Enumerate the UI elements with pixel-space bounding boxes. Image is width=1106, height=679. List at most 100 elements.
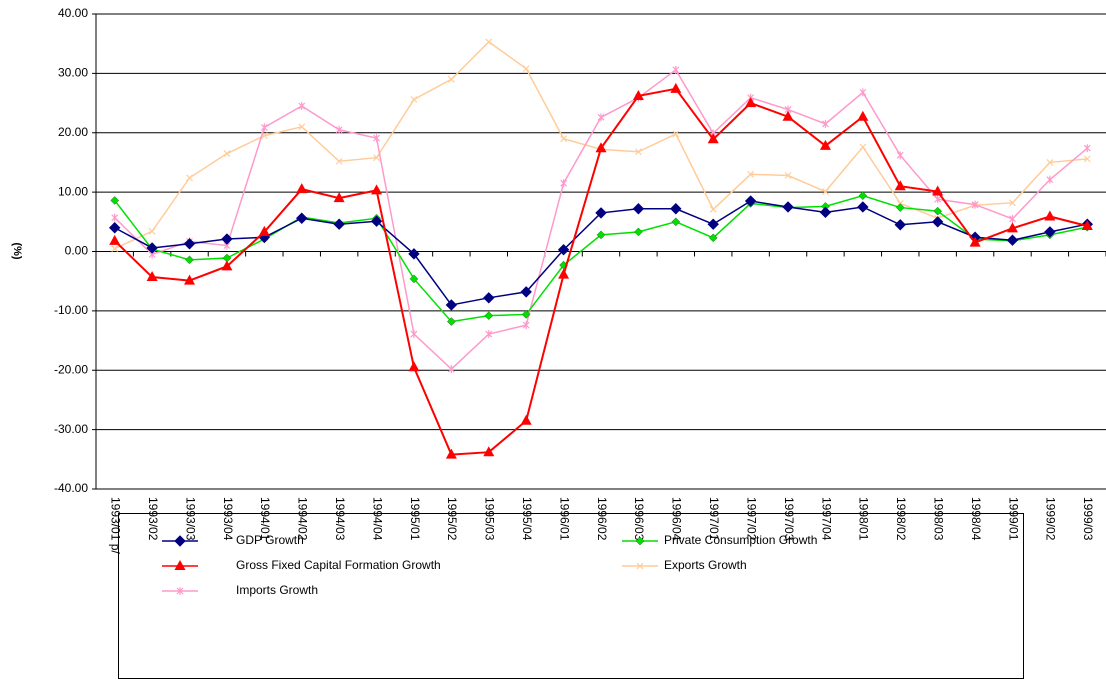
y-tick-label: -20.00	[54, 362, 88, 376]
legend-item: Private Consumption Growth	[622, 533, 817, 547]
point	[1044, 226, 1056, 238]
legend-label: Private Consumption Growth	[664, 533, 817, 547]
point	[335, 157, 343, 165]
x-tick-label: 1993/02	[146, 497, 160, 541]
point	[111, 245, 119, 252]
x-tick-label: 1998/03	[931, 497, 945, 541]
point	[522, 65, 530, 73]
point	[409, 274, 419, 284]
y-tick-label: -40.00	[54, 481, 88, 495]
point	[109, 234, 121, 245]
point	[634, 227, 643, 237]
point	[296, 212, 308, 224]
point	[176, 587, 184, 595]
point	[485, 38, 493, 46]
point	[174, 560, 186, 570]
x-tick-label: 1997/02	[744, 497, 758, 541]
point	[296, 183, 308, 194]
x-tick-label: 1998/02	[894, 497, 908, 541]
point	[895, 203, 905, 212]
point	[110, 196, 120, 205]
point	[894, 219, 906, 231]
point	[148, 227, 156, 235]
x-tick-label: 1998/01	[857, 497, 871, 541]
point	[635, 536, 645, 546]
point	[707, 133, 719, 144]
point	[447, 365, 455, 374]
point	[708, 233, 718, 243]
y-tick-label: 20.00	[58, 125, 88, 139]
point	[146, 271, 158, 282]
point	[931, 216, 944, 228]
point	[333, 192, 345, 203]
point	[483, 292, 495, 304]
point	[636, 562, 644, 570]
legend-item: Imports Growth	[162, 583, 318, 597]
point	[597, 113, 605, 122]
point	[1046, 175, 1054, 184]
x-tick-label: 1995/03	[483, 497, 497, 541]
point	[822, 188, 829, 195]
point	[223, 150, 231, 157]
y-tick-label: 30.00	[58, 66, 88, 80]
point	[782, 110, 794, 121]
point	[934, 195, 942, 204]
point	[595, 142, 607, 153]
point	[747, 170, 755, 178]
point	[373, 134, 380, 143]
point	[1083, 144, 1091, 153]
point	[933, 206, 943, 216]
x-tick-label: 1999/02	[1044, 497, 1058, 541]
x-tick-label: 1994/04	[370, 497, 384, 541]
point	[896, 151, 904, 160]
point	[520, 414, 532, 425]
point	[784, 172, 792, 179]
x-tick-label: 1997/03	[782, 497, 796, 541]
point	[370, 215, 383, 227]
legend-label: Exports Growth	[664, 558, 747, 572]
x-tick-label: 1997/01	[707, 497, 721, 541]
y-axis-label: (%)	[11, 242, 23, 259]
y-tick-label: 40.00	[58, 6, 88, 20]
point	[111, 213, 119, 222]
point	[335, 125, 343, 134]
point	[595, 207, 607, 219]
point	[373, 154, 380, 162]
point	[1006, 234, 1019, 246]
x-tick-label: 1995/01	[408, 497, 422, 541]
point	[221, 233, 233, 245]
point	[709, 205, 717, 213]
point	[894, 180, 906, 191]
point	[671, 217, 681, 227]
point	[822, 119, 829, 128]
legend-label: GDP Growth	[236, 533, 304, 547]
point	[520, 286, 532, 298]
point	[1044, 210, 1056, 221]
point	[859, 88, 867, 97]
point	[859, 143, 867, 151]
x-tick-label: 1994/02	[296, 497, 310, 541]
point	[558, 268, 570, 279]
point	[560, 135, 568, 143]
point	[146, 242, 158, 254]
point	[183, 238, 196, 250]
point	[260, 123, 268, 132]
y-tick-label: 0.00	[65, 244, 89, 258]
point	[447, 75, 455, 83]
point	[298, 123, 306, 131]
legend-box	[118, 513, 1024, 679]
point	[1081, 219, 1093, 230]
point	[634, 148, 642, 156]
x-tick-label: 1994/03	[333, 497, 347, 541]
x-tick-label: 1997/04	[819, 497, 833, 541]
y-tick-label: 10.00	[58, 184, 88, 198]
point	[221, 260, 233, 271]
point	[1006, 222, 1018, 233]
x-tick-label: 1999/01	[1006, 497, 1020, 541]
point	[672, 65, 680, 74]
legend-label: Imports Growth	[236, 583, 318, 597]
point	[858, 191, 868, 201]
x-tick-label: 1999/03	[1081, 497, 1095, 541]
x-tick-label: 1998/04	[969, 497, 983, 541]
